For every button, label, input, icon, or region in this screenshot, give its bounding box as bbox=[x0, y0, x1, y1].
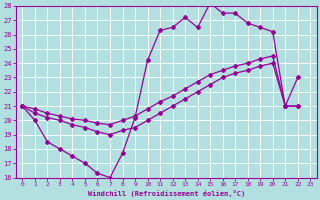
X-axis label: Windchill (Refroidissement éolien,°C): Windchill (Refroidissement éolien,°C) bbox=[88, 190, 245, 197]
